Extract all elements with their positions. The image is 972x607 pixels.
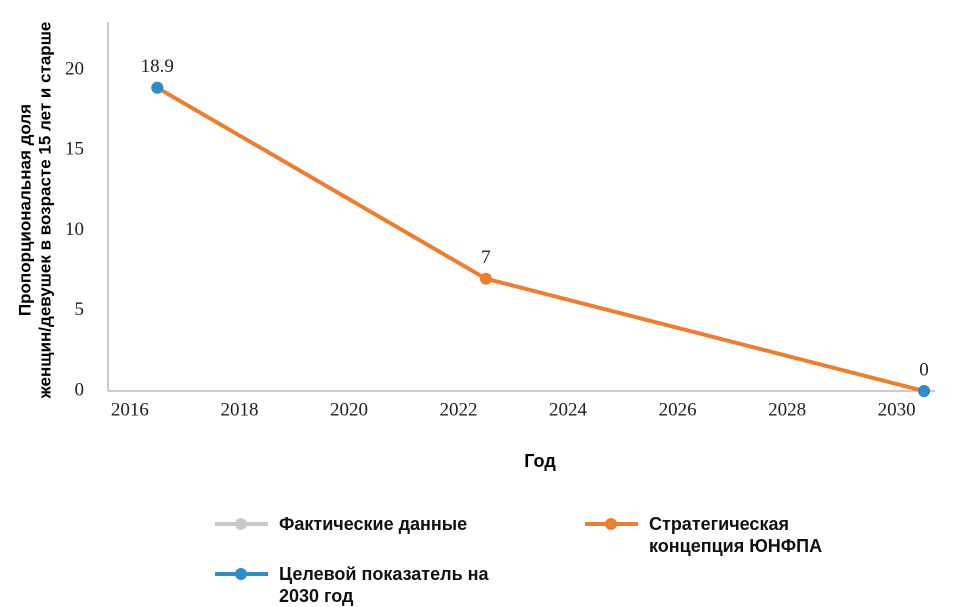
x-tick-label: 2022	[440, 399, 478, 420]
point	[151, 81, 164, 94]
data-label: 18.9	[141, 56, 174, 77]
point	[918, 385, 931, 397]
y-axis-label: женщин/девушек в возрасте 15 лет и старш…	[35, 22, 54, 400]
x-tick-label: 2024	[549, 399, 588, 420]
point	[479, 272, 492, 285]
data-label: 7	[481, 247, 491, 268]
legend-label: Стратегическая концепция ЮНФПА	[649, 514, 823, 556]
y-tick-label: 5	[75, 299, 85, 320]
line	[156, 86, 925, 393]
y-tick-label: 0	[75, 379, 85, 400]
y-axis-label: Пропорциональная доля	[15, 104, 34, 316]
x-tick-label: 2026	[659, 399, 697, 420]
x-tick-label: 2016	[111, 399, 149, 420]
x-tick-label: 2018	[220, 399, 258, 420]
legend-marker	[235, 568, 247, 580]
legend-marker	[235, 518, 247, 530]
x-tick-label: 2030	[878, 399, 916, 420]
y-tick-label: 10	[65, 219, 84, 240]
x-axis-label: Год	[524, 451, 556, 471]
legend-label: Фактические данные	[279, 514, 468, 534]
data-label: 0	[919, 359, 929, 380]
y-tick-label: 20	[65, 58, 84, 79]
legend-marker	[605, 518, 617, 530]
legend-label: Целевой показатель на 2030 год	[279, 564, 489, 606]
x-tick-label: 2028	[768, 399, 806, 420]
y-tick-label: 15	[65, 139, 84, 160]
x-tick-label: 2020	[330, 399, 368, 420]
